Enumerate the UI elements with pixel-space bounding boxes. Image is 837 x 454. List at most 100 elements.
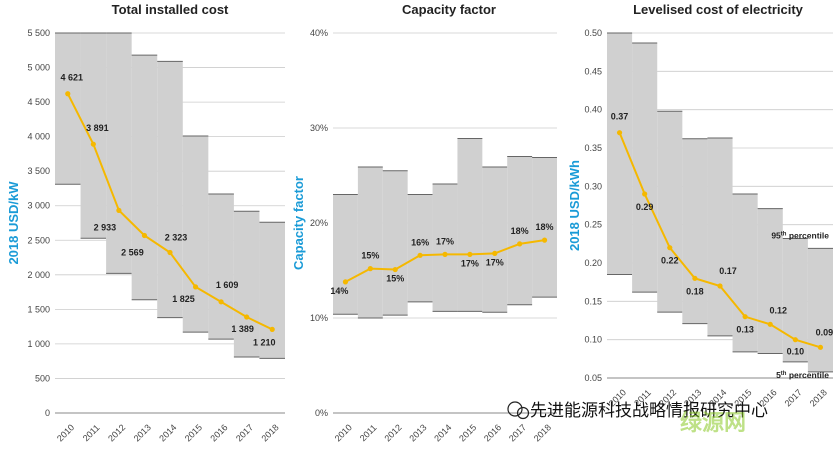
data-label: 0.10 [787, 347, 805, 357]
data-label: 15% [386, 274, 404, 284]
wechat-icon [507, 401, 523, 417]
range-band [632, 42, 658, 293]
data-label: 2 933 [94, 222, 117, 232]
y-tick-label: 0.05 [584, 373, 602, 383]
data-point [717, 283, 723, 289]
data-point [116, 207, 122, 213]
range-band [457, 138, 483, 312]
data-point [467, 251, 473, 257]
y-tick-label: 5 000 [27, 63, 50, 73]
x-tick-label: 2013 [132, 422, 153, 443]
data-label: 0.37 [611, 112, 629, 122]
data-point [616, 130, 623, 136]
data-label: 17% [436, 236, 454, 246]
panel-title: Levelised cost of electricity [633, 2, 804, 17]
range-band [382, 170, 408, 316]
y-tick-label: 2 500 [27, 235, 50, 245]
range-band [157, 61, 183, 318]
range-band [482, 166, 508, 313]
data-point [541, 237, 548, 243]
range-band [682, 138, 708, 324]
y-axis-label: 2018 USD/kWh [567, 160, 582, 251]
y-axis-label: 2018 USD/kW [6, 181, 21, 265]
data-point [244, 314, 250, 320]
range-band [259, 222, 285, 359]
x-tick-label: 2016 [482, 422, 503, 443]
data-label: 14% [330, 286, 348, 296]
data-point [417, 252, 423, 258]
x-tick-label: 2010 [55, 422, 76, 443]
range-band [407, 194, 433, 302]
y-tick-label: 0% [315, 408, 328, 418]
x-tick-label: 2011 [81, 422, 102, 443]
data-label: 3 891 [86, 123, 109, 133]
y-tick-label: 2 000 [27, 270, 50, 280]
data-label: 2 323 [165, 233, 188, 243]
data-label: 17% [461, 258, 479, 268]
data-label: 0.18 [686, 286, 704, 296]
range-band [208, 193, 234, 340]
data-label: 0.29 [636, 202, 654, 212]
data-point [167, 249, 173, 256]
y-tick-label: 0.35 [584, 143, 602, 153]
x-tick-label: 2018 [532, 422, 553, 443]
x-tick-label: 2010 [333, 422, 354, 443]
range-band [357, 166, 383, 318]
data-point [817, 344, 824, 350]
range-band [432, 184, 458, 312]
data-label: 18% [536, 222, 554, 232]
data-label: 15% [361, 251, 379, 261]
watermark-text: 先进能源科技战略情报研究中心 [530, 401, 768, 420]
x-tick-label: 2015 [183, 422, 204, 443]
data-point [492, 250, 498, 256]
x-tick-label: 2014 [157, 422, 178, 443]
data-label: 2 569 [121, 248, 144, 258]
y-tick-label: 4 500 [27, 97, 50, 107]
x-tick-label: 2014 [432, 422, 453, 443]
range-band [80, 33, 107, 239]
data-label: 18% [511, 226, 529, 236]
data-point [218, 299, 224, 305]
data-label: 0.22 [661, 256, 679, 266]
x-tick-label: 2015 [457, 422, 478, 443]
range-band [106, 33, 132, 274]
range-band [732, 194, 758, 352]
wechat-icon-bubble [516, 406, 530, 420]
panel-title: Capacity factor [402, 2, 496, 17]
x-tick-label: 2017 [783, 387, 804, 408]
data-point [90, 141, 96, 147]
y-tick-label: 3 000 [27, 201, 50, 211]
data-point [269, 326, 275, 332]
y-axis-label: Capacity factor [291, 176, 306, 270]
y-tick-label: 0.30 [584, 181, 602, 191]
x-tick-label: 2011 [358, 422, 379, 443]
y-tick-label: 5 500 [27, 28, 50, 38]
range-band [55, 33, 81, 185]
y-tick-label: 0.25 [584, 220, 602, 230]
range-band [807, 248, 833, 372]
range-band [233, 211, 260, 358]
x-tick-label: 2017 [507, 422, 528, 443]
data-point [792, 337, 798, 343]
x-tick-label: 2018 [808, 387, 829, 408]
x-tick-label: 2017 [234, 422, 255, 443]
y-tick-label: 0.20 [584, 258, 602, 268]
data-point [642, 191, 648, 197]
y-tick-label: 1 000 [27, 339, 50, 349]
data-point [342, 279, 349, 285]
data-point [392, 266, 398, 273]
y-tick-label: 3 500 [27, 166, 50, 176]
y-tick-label: 20% [310, 218, 328, 228]
y-tick-label: 4 000 [27, 132, 50, 142]
data-point [442, 251, 448, 257]
y-tick-label: 1 500 [27, 304, 50, 314]
data-point [692, 275, 698, 281]
watermark-logo: 绿源网 [680, 410, 746, 435]
data-label: 1 210 [253, 337, 276, 347]
y-tick-label: 500 [35, 373, 50, 383]
range-band [182, 135, 209, 333]
data-point [667, 245, 673, 251]
range-band [131, 55, 158, 300]
